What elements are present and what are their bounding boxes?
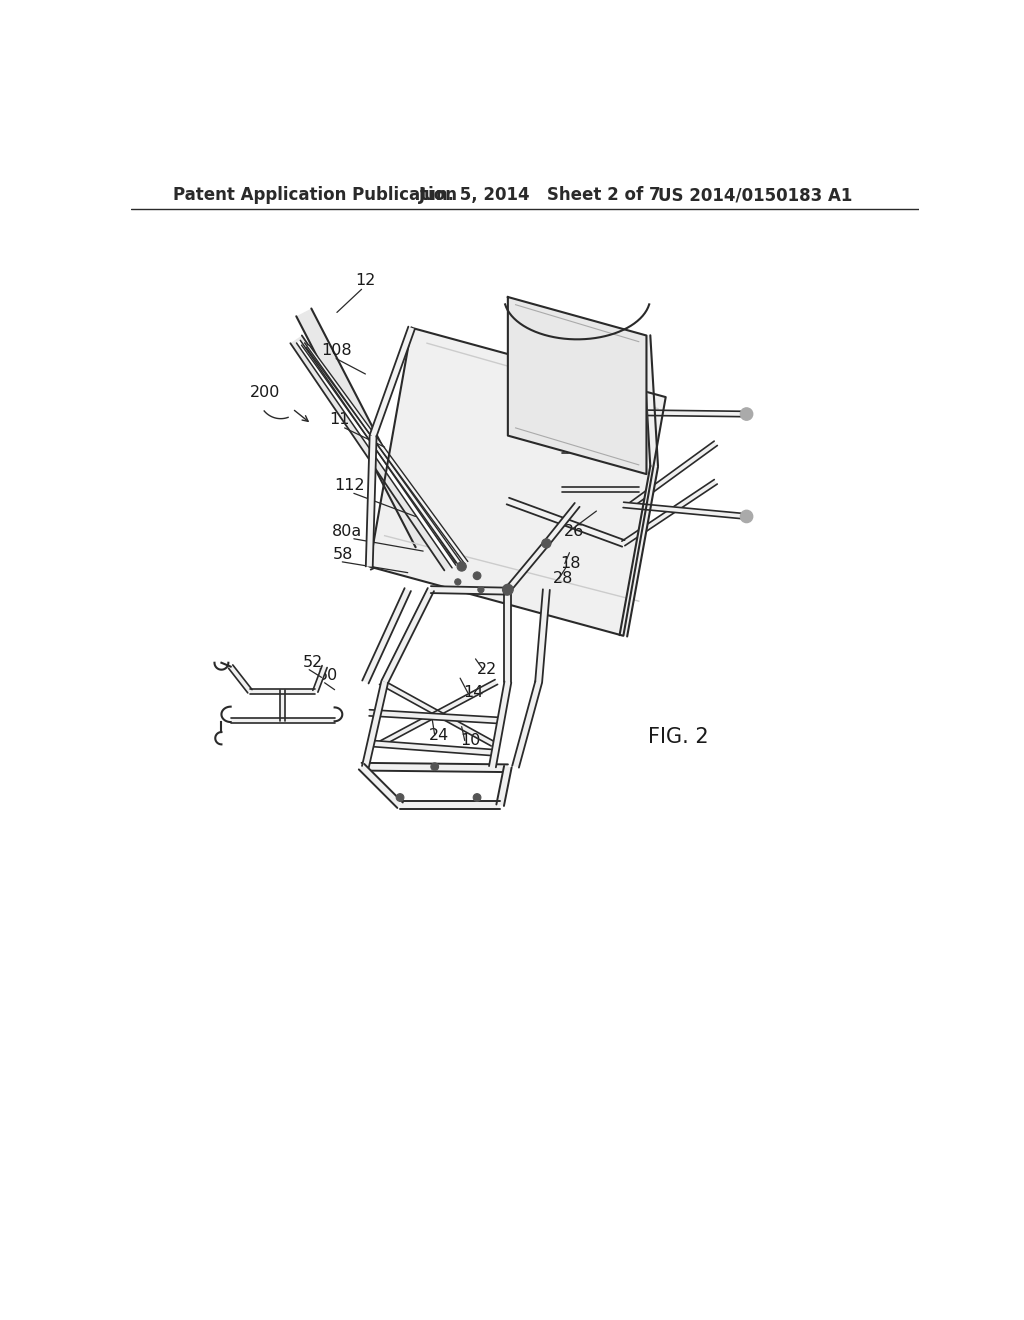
Polygon shape <box>228 665 252 693</box>
Polygon shape <box>506 541 549 591</box>
Polygon shape <box>544 503 580 545</box>
Text: 50: 50 <box>317 668 338 682</box>
Polygon shape <box>313 665 327 692</box>
Polygon shape <box>512 681 542 768</box>
Text: 12: 12 <box>355 273 376 289</box>
Circle shape <box>740 408 753 420</box>
Polygon shape <box>370 326 415 437</box>
Polygon shape <box>562 449 639 453</box>
Circle shape <box>473 572 481 579</box>
Polygon shape <box>296 309 431 548</box>
Text: Jun. 5, 2014   Sheet 2 of 7: Jun. 5, 2014 Sheet 2 of 7 <box>419 186 662 205</box>
Text: 28: 28 <box>553 572 572 586</box>
Polygon shape <box>370 327 666 636</box>
Circle shape <box>431 763 438 771</box>
Text: 14: 14 <box>463 685 483 701</box>
Polygon shape <box>358 764 402 808</box>
Polygon shape <box>643 335 658 467</box>
Polygon shape <box>280 689 285 721</box>
Polygon shape <box>297 341 456 568</box>
Polygon shape <box>508 297 646 474</box>
Circle shape <box>396 793 403 801</box>
Polygon shape <box>630 441 718 507</box>
Circle shape <box>503 585 513 595</box>
Text: 200: 200 <box>250 385 281 400</box>
Polygon shape <box>624 409 746 417</box>
Text: 80a: 80a <box>333 524 362 539</box>
Text: 58: 58 <box>333 546 352 562</box>
Text: 22: 22 <box>477 663 498 677</box>
Polygon shape <box>230 718 335 723</box>
Polygon shape <box>368 498 509 570</box>
Text: 10: 10 <box>460 733 480 748</box>
Text: US 2014/0150183 A1: US 2014/0150183 A1 <box>658 186 852 205</box>
Circle shape <box>455 578 461 585</box>
Polygon shape <box>369 710 501 723</box>
Polygon shape <box>400 801 500 809</box>
Circle shape <box>740 511 753 523</box>
Text: 26: 26 <box>564 524 585 539</box>
Polygon shape <box>562 411 639 414</box>
Text: 52: 52 <box>302 655 323 669</box>
Polygon shape <box>366 436 377 566</box>
Polygon shape <box>306 345 468 564</box>
Polygon shape <box>620 466 658 636</box>
Polygon shape <box>380 680 494 746</box>
Polygon shape <box>497 766 512 807</box>
Circle shape <box>473 793 481 801</box>
Circle shape <box>457 562 466 572</box>
Text: 108: 108 <box>322 343 352 358</box>
Polygon shape <box>250 689 315 694</box>
Polygon shape <box>362 681 388 767</box>
Polygon shape <box>291 335 456 570</box>
Circle shape <box>478 586 484 593</box>
Polygon shape <box>380 680 498 746</box>
Text: 24: 24 <box>429 727 450 743</box>
Text: 112: 112 <box>335 478 366 492</box>
Polygon shape <box>361 763 508 772</box>
Text: 18: 18 <box>560 556 581 572</box>
Polygon shape <box>431 586 508 594</box>
Polygon shape <box>362 589 411 684</box>
Polygon shape <box>624 502 746 519</box>
Polygon shape <box>373 741 497 756</box>
Circle shape <box>542 539 551 548</box>
Polygon shape <box>301 343 462 565</box>
Polygon shape <box>562 487 639 492</box>
Polygon shape <box>622 479 717 545</box>
Polygon shape <box>507 498 625 546</box>
Polygon shape <box>382 587 434 684</box>
Polygon shape <box>489 681 511 767</box>
Polygon shape <box>505 590 511 682</box>
Text: FIG. 2: FIG. 2 <box>648 727 709 747</box>
Text: Patent Application Publication: Patent Application Publication <box>173 186 457 205</box>
Polygon shape <box>536 589 550 682</box>
Text: 110: 110 <box>330 412 359 428</box>
